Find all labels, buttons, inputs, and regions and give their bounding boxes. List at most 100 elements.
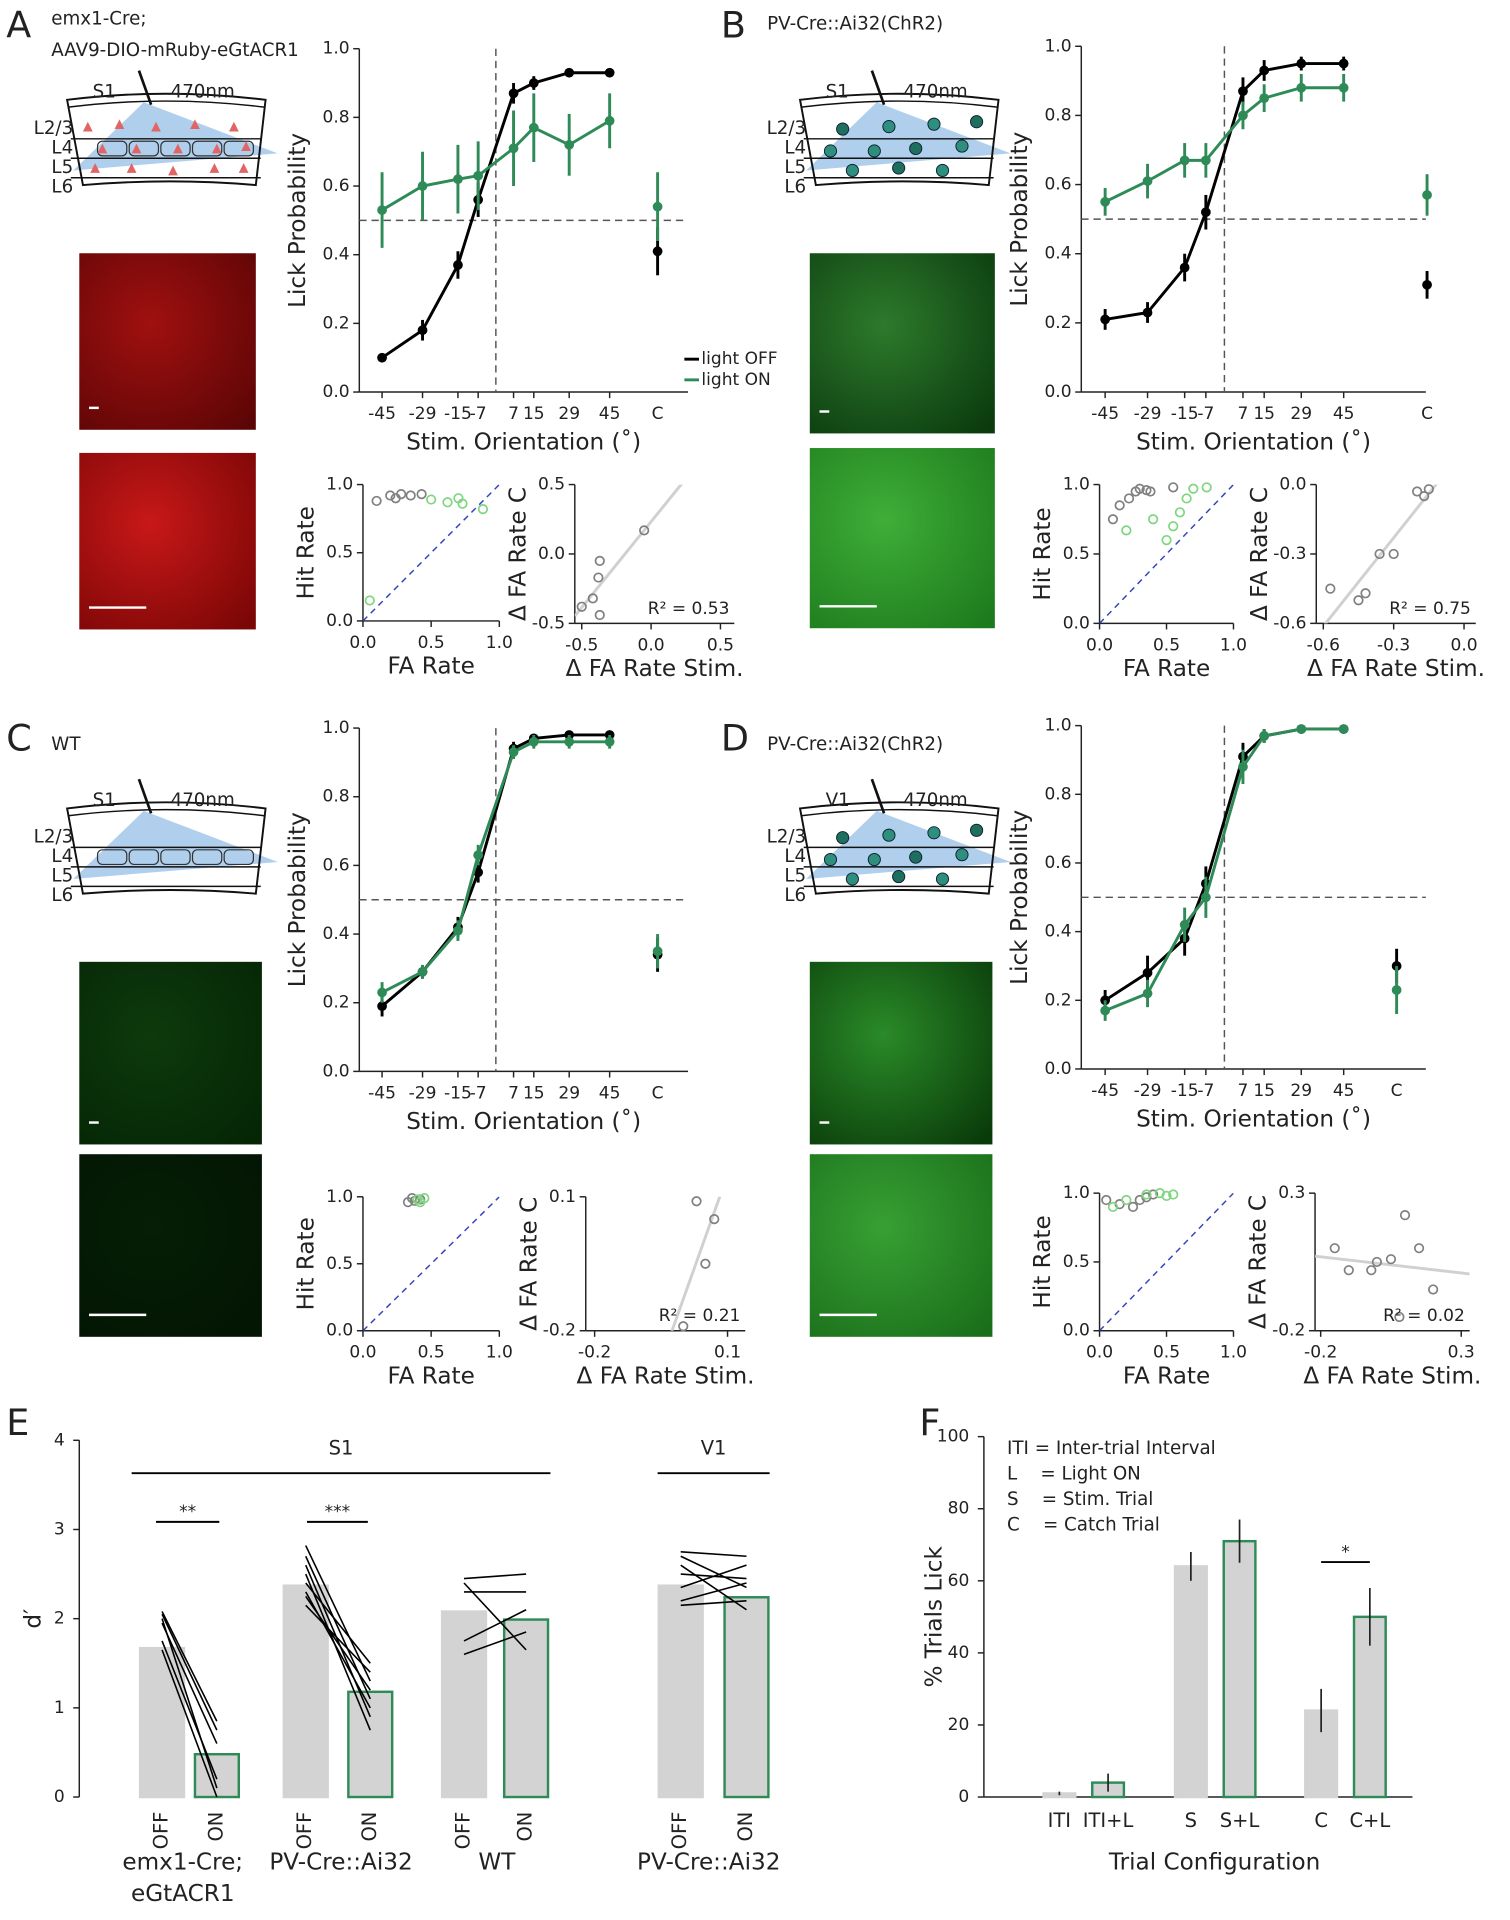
x-tick-label: 15 xyxy=(1253,1081,1275,1101)
data-point xyxy=(364,595,375,606)
neuron xyxy=(845,872,859,886)
neuron xyxy=(927,826,941,840)
subject-line xyxy=(463,1631,527,1656)
barrel xyxy=(191,849,223,866)
x-tick-label: -15 xyxy=(444,404,472,424)
series-line xyxy=(381,740,610,994)
neuron xyxy=(114,119,125,130)
x-axis-label: Δ FA Rate Stim. xyxy=(577,1363,755,1389)
data-point xyxy=(1238,110,1248,121)
neuron xyxy=(190,119,200,130)
data-point xyxy=(412,1194,423,1205)
layer-label: L5 xyxy=(784,866,806,887)
y-tick-label: 0.0 xyxy=(1063,1321,1090,1341)
cortex-outline xyxy=(65,92,267,187)
layer-label: L5 xyxy=(51,157,73,178)
y-tick-label: 3 xyxy=(54,1519,65,1539)
neuron xyxy=(845,163,859,178)
group-label: WT xyxy=(478,1849,516,1875)
neuron xyxy=(173,143,183,154)
x-tick-label: -45 xyxy=(368,404,396,424)
data-point xyxy=(1238,86,1248,97)
x-tick-label: C+L xyxy=(1349,1809,1390,1832)
y-axis-label: Δ FA Rate C xyxy=(1246,1195,1272,1329)
x-tick-label: -45 xyxy=(1091,1081,1119,1101)
catch-point xyxy=(1422,279,1432,290)
layer-label: L2/3 xyxy=(767,118,807,139)
y-tick-label: 40 xyxy=(948,1643,970,1663)
legend-text: S = Stim. Trial xyxy=(1007,1489,1153,1510)
y-tick-label: 4 xyxy=(54,1430,65,1450)
x-axis-label: FA Rate xyxy=(1123,656,1210,682)
genotype-label: PV-Cre::Ai32(ChR2) xyxy=(767,13,943,34)
y-tick-label: 0.5 xyxy=(1063,1252,1090,1272)
data-point xyxy=(1161,1190,1172,1202)
y-tick-label: 1.0 xyxy=(326,475,353,495)
light-fiber xyxy=(870,70,886,106)
data-point xyxy=(1296,58,1307,69)
x-tick-label: S+L xyxy=(1220,1809,1260,1832)
y-tick-label: 0.2 xyxy=(1044,990,1071,1010)
light-cone xyxy=(73,810,278,880)
layer-label: L5 xyxy=(784,157,806,178)
subject-line xyxy=(463,1582,527,1651)
data-point xyxy=(1174,507,1186,518)
layer-label: L2/3 xyxy=(34,827,74,848)
y-tick-label: -0.5 xyxy=(532,613,565,633)
x-tick-label: 0.0 xyxy=(1450,635,1477,655)
bracket-label: V1 xyxy=(701,1436,727,1459)
data-point xyxy=(1259,65,1270,76)
x-tick-label: 1.0 xyxy=(486,633,513,653)
y-tick-label: -0.2 xyxy=(1272,1321,1305,1341)
y-tick-label: 0.4 xyxy=(1044,244,1071,264)
neuron xyxy=(892,870,906,884)
data-point xyxy=(1200,892,1211,903)
data-point xyxy=(1142,176,1153,186)
neuron xyxy=(970,823,984,837)
neuron xyxy=(935,872,950,886)
cortex-surface xyxy=(68,100,265,108)
y-tick-label: 0.5 xyxy=(326,1254,353,1274)
x-tick-label: 0.1 xyxy=(714,1343,741,1363)
neuron xyxy=(97,143,108,154)
data-point xyxy=(1329,1243,1340,1254)
bar xyxy=(502,1618,550,1799)
data-point xyxy=(1114,500,1125,511)
subject-line xyxy=(161,1622,218,1744)
x-tick-label: OFF xyxy=(150,1812,173,1850)
y-tick-label: 0.0 xyxy=(1063,613,1090,633)
light-cone xyxy=(73,102,278,171)
x-tick-label: 29 xyxy=(1290,1081,1312,1101)
neuron xyxy=(131,143,142,154)
cortex-outline xyxy=(65,801,267,895)
subject-line xyxy=(305,1573,372,1731)
x-tick-label: -15 xyxy=(1171,1081,1199,1101)
data-point xyxy=(1423,484,1434,495)
micrograph xyxy=(809,961,993,1145)
x-axis-label: Stim. Orientation (˚) xyxy=(1136,1106,1371,1133)
x-tick-label: C xyxy=(1314,1809,1328,1832)
y-tick-label: -0.2 xyxy=(543,1321,576,1341)
catch-point xyxy=(652,201,663,212)
subject-line xyxy=(305,1582,371,1664)
x-tick-label: 45 xyxy=(1333,404,1355,424)
neuron xyxy=(955,848,969,862)
genotype-label: emx1-Cre; xyxy=(51,8,146,29)
catch-point xyxy=(1391,985,1402,995)
subject-line xyxy=(305,1545,371,1682)
data-point xyxy=(587,593,598,604)
light-cone xyxy=(806,810,1011,880)
x-tick-label: 0.3 xyxy=(1448,1343,1475,1363)
data-point xyxy=(1388,548,1399,560)
x-tick-label: 0.0 xyxy=(1086,635,1113,655)
legend-label: light ON xyxy=(701,370,770,390)
neuron xyxy=(229,121,239,132)
data-point xyxy=(1200,207,1211,218)
y-tick-label: 0.0 xyxy=(1044,382,1071,402)
x-tick-label: 15 xyxy=(523,404,545,424)
light-fiber xyxy=(137,70,153,106)
neuron xyxy=(935,163,950,178)
